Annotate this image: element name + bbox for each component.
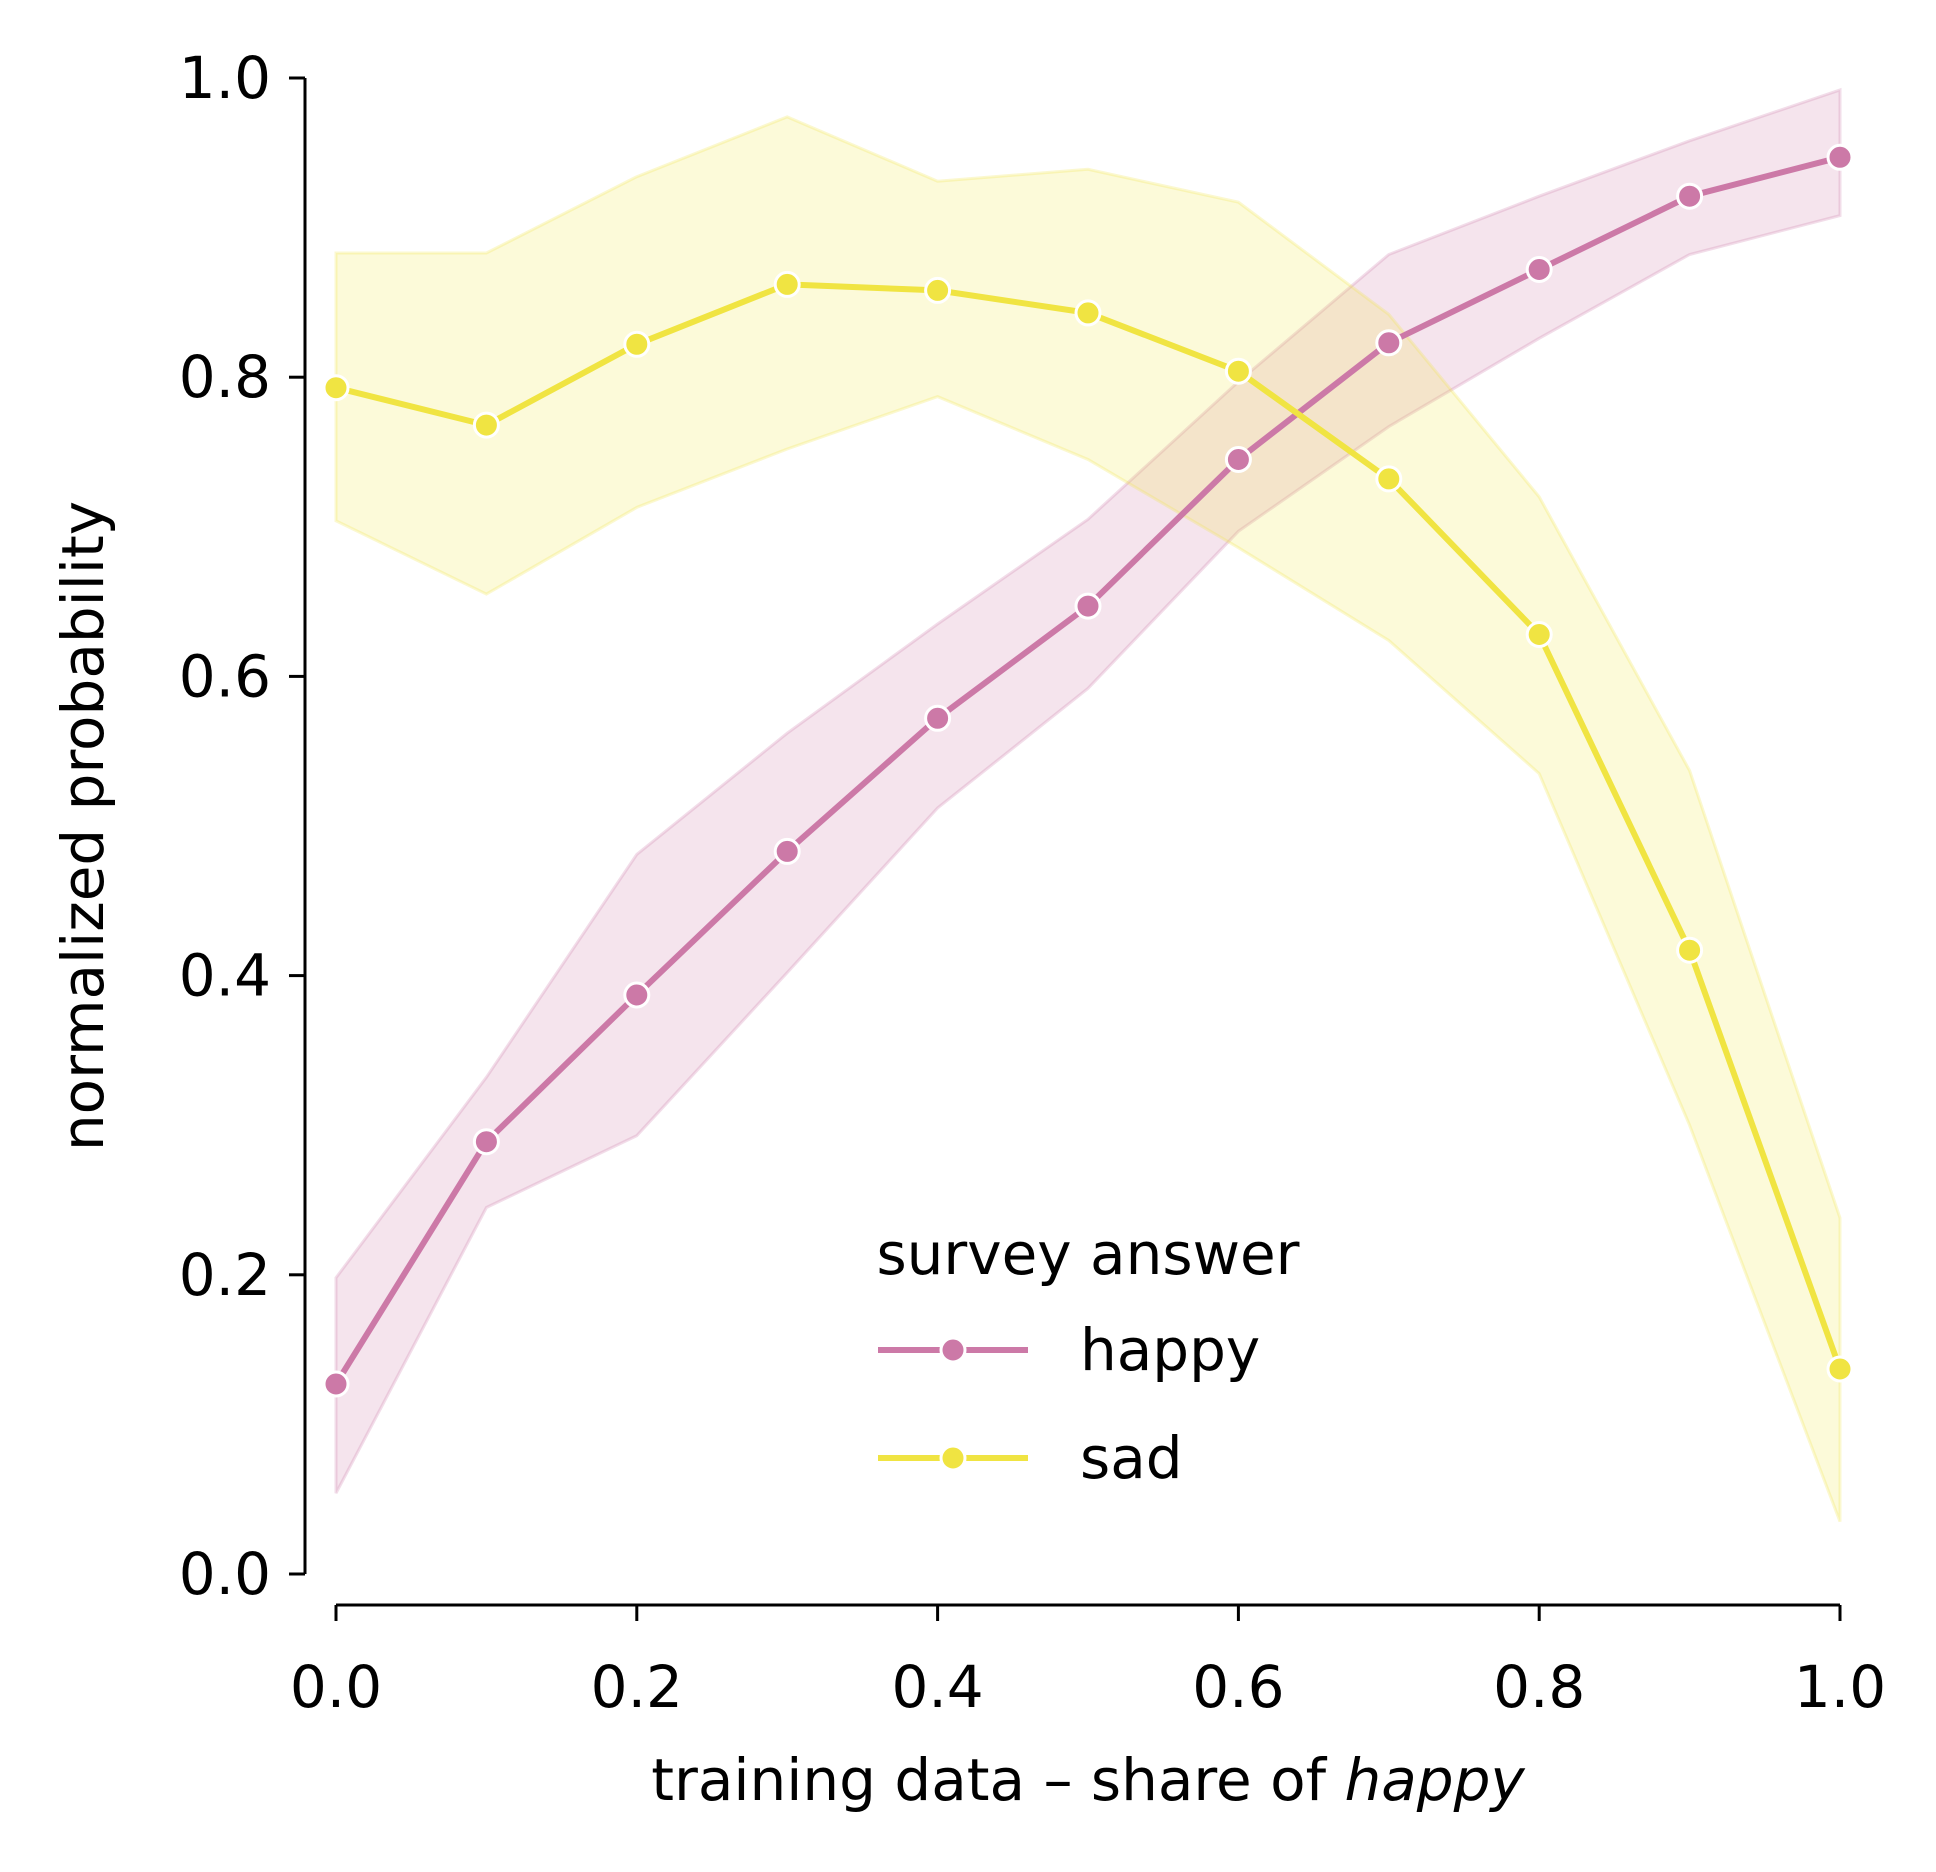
y-tick-label-2: 0.4 [179, 942, 271, 1010]
point-happy-9 [1676, 182, 1704, 210]
confidence-bands [334, 87, 1842, 1523]
legend-marker-happy [939, 1336, 967, 1364]
ci-band-happy [334, 87, 1842, 1494]
point-happy-3 [773, 837, 801, 865]
x-tick-label-1: 0.2 [591, 1653, 683, 1721]
point-sad-6 [1224, 357, 1252, 385]
point-sad-9 [1676, 936, 1704, 964]
legend-entry-sad: sad [878, 1424, 1183, 1492]
x-tick-label-3: 0.6 [1192, 1653, 1284, 1721]
legend: survey answer happy sad [876, 1220, 1299, 1492]
point-sad-2 [623, 330, 651, 358]
legend-marker-sad [939, 1444, 967, 1472]
legend-title: survey answer [876, 1220, 1299, 1288]
series-points [322, 143, 1854, 1398]
y-axis-label: normalized probability [49, 501, 117, 1151]
ci-band-sad [334, 115, 1842, 1523]
x-tick-label-5: 1.0 [1794, 1653, 1886, 1721]
point-sad-8 [1525, 621, 1553, 648]
legend-label-sad: sad [1080, 1424, 1183, 1492]
point-sad-4 [924, 276, 952, 304]
x-tick-label-0: 0.0 [290, 1653, 382, 1721]
y-tick-label-0: 0.0 [179, 1540, 271, 1608]
x-tick-label-4: 0.8 [1493, 1653, 1585, 1721]
point-happy-10 [1826, 143, 1854, 171]
x-axis-label: training data – share of happy [651, 1746, 1525, 1814]
x-axis-label-text: training data – share of [651, 1746, 1327, 1814]
point-happy-8 [1525, 256, 1553, 283]
point-happy-2 [623, 981, 651, 1009]
x-tick-label-2: 0.4 [891, 1653, 983, 1721]
point-happy-5 [1074, 592, 1102, 620]
point-happy-6 [1224, 446, 1252, 473]
y-tick-label-3: 0.6 [179, 642, 271, 710]
legend-entries: happy sad [878, 1316, 1260, 1492]
point-happy-0 [322, 1370, 350, 1398]
legend-entry-happy: happy [878, 1316, 1260, 1384]
y-ticks: 0.0 0.2 0.4 0.6 0.8 1.0 [179, 44, 305, 1608]
point-sad-3 [773, 270, 801, 298]
point-sad-5 [1074, 299, 1102, 327]
x-ticks: 0.0 0.2 0.4 0.6 0.8 1.0 [290, 1605, 1886, 1721]
axes: 0.0 0.2 0.4 0.6 0.8 1.0 0.0 0.2 0.4 0.6 0.8 1.0 [179, 44, 1886, 1721]
point-happy-7 [1375, 329, 1403, 357]
legend-label-happy: happy [1080, 1316, 1260, 1384]
point-sad-7 [1375, 465, 1403, 493]
point-happy-1 [472, 1128, 500, 1156]
point-sad-1 [472, 411, 500, 439]
y-tick-label-4: 0.8 [179, 343, 271, 411]
point-sad-0 [322, 374, 350, 402]
x-axis-label-emphasis: happy [1344, 1746, 1525, 1814]
point-sad-10 [1826, 1355, 1854, 1383]
y-tick-label-5: 1.0 [179, 44, 271, 112]
y-tick-label-1: 0.2 [179, 1241, 271, 1309]
point-happy-4 [924, 704, 952, 732]
